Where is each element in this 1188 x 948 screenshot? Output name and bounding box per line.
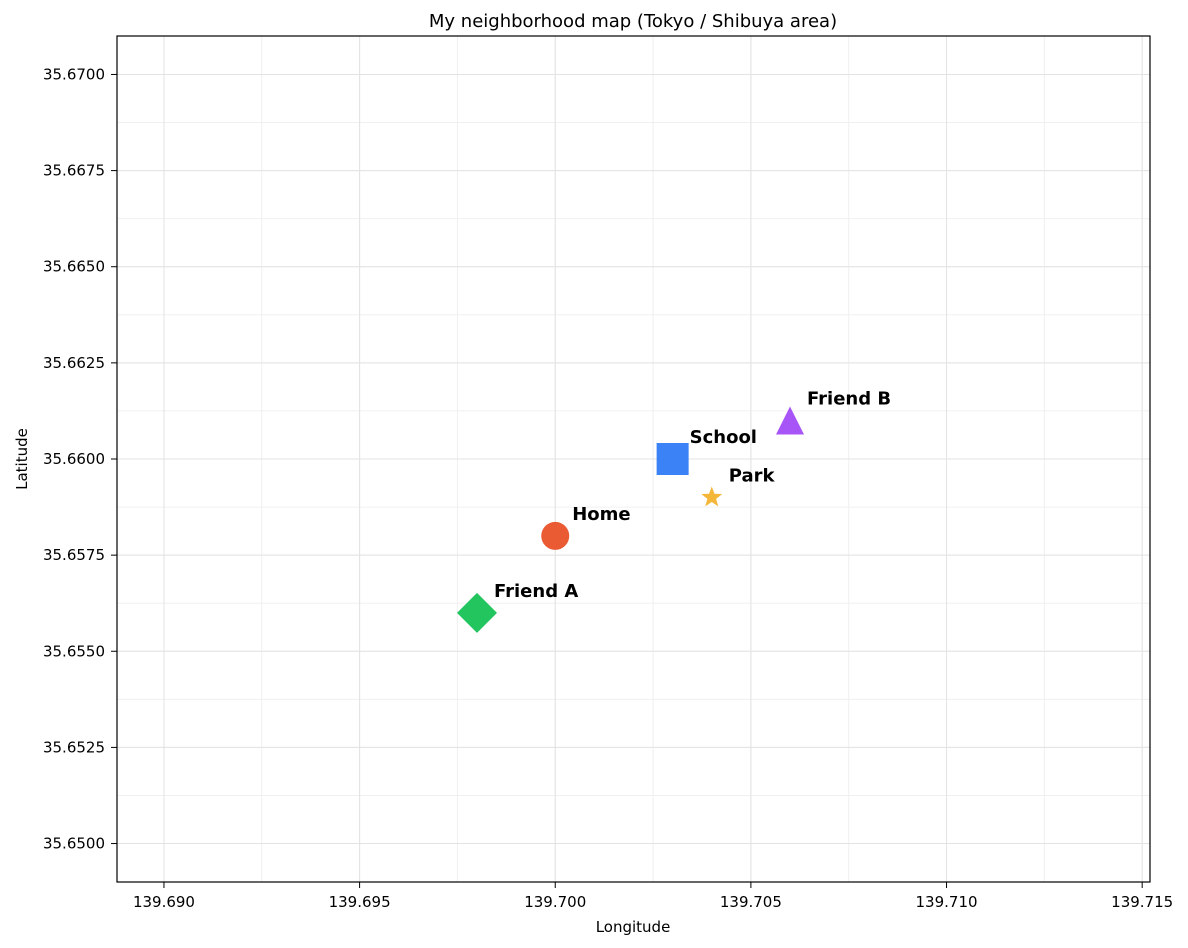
- point-home-label: Home: [572, 504, 630, 525]
- x-tick-label: 139.690: [133, 893, 195, 911]
- x-axis-label: Longitude: [596, 918, 671, 936]
- point-friend-a-label: Friend A: [494, 581, 578, 602]
- x-tick-label: 139.700: [524, 893, 586, 911]
- y-tick-label: 35.6650: [43, 258, 105, 276]
- x-tick-label: 139.715: [1111, 893, 1173, 911]
- y-tick-label: 35.6575: [43, 546, 105, 564]
- data-points: Home School Park Friend A Friend B: [456, 389, 891, 633]
- plot-frame: [116, 35, 1151, 883]
- x-tick-label: 139.705: [720, 893, 782, 911]
- point-park-marker: [701, 486, 723, 507]
- point-school-label: School: [690, 427, 757, 448]
- point-home-marker: [541, 521, 570, 550]
- y-tick-label: 35.6625: [43, 354, 105, 372]
- point-friend-b-marker: [776, 406, 805, 435]
- axis-ticks: 139.690 139.695 139.700 139.705 139.710 139.7…: [43, 65, 1173, 911]
- point-friend-b-label: Friend B: [807, 389, 891, 410]
- y-tick-label: 35.6675: [43, 162, 105, 180]
- point-friend-a-marker: [456, 592, 497, 633]
- y-tick-label: 35.6550: [43, 642, 105, 660]
- y-tick-label: 35.6700: [43, 65, 105, 83]
- y-tick-label: 35.6500: [43, 835, 105, 853]
- x-tick-label: 139.695: [329, 893, 391, 911]
- chart-title: My neighborhood map (Tokyo / Shibuya are…: [429, 11, 837, 32]
- grid: [117, 36, 1150, 882]
- y-tick-label: 35.6525: [43, 738, 105, 756]
- y-axis-label: Latitude: [13, 428, 31, 490]
- point-school-marker: [656, 443, 689, 475]
- x-tick-label: 139.710: [916, 893, 978, 911]
- point-park-label: Park: [729, 465, 776, 486]
- y-tick-label: 35.6600: [43, 450, 105, 468]
